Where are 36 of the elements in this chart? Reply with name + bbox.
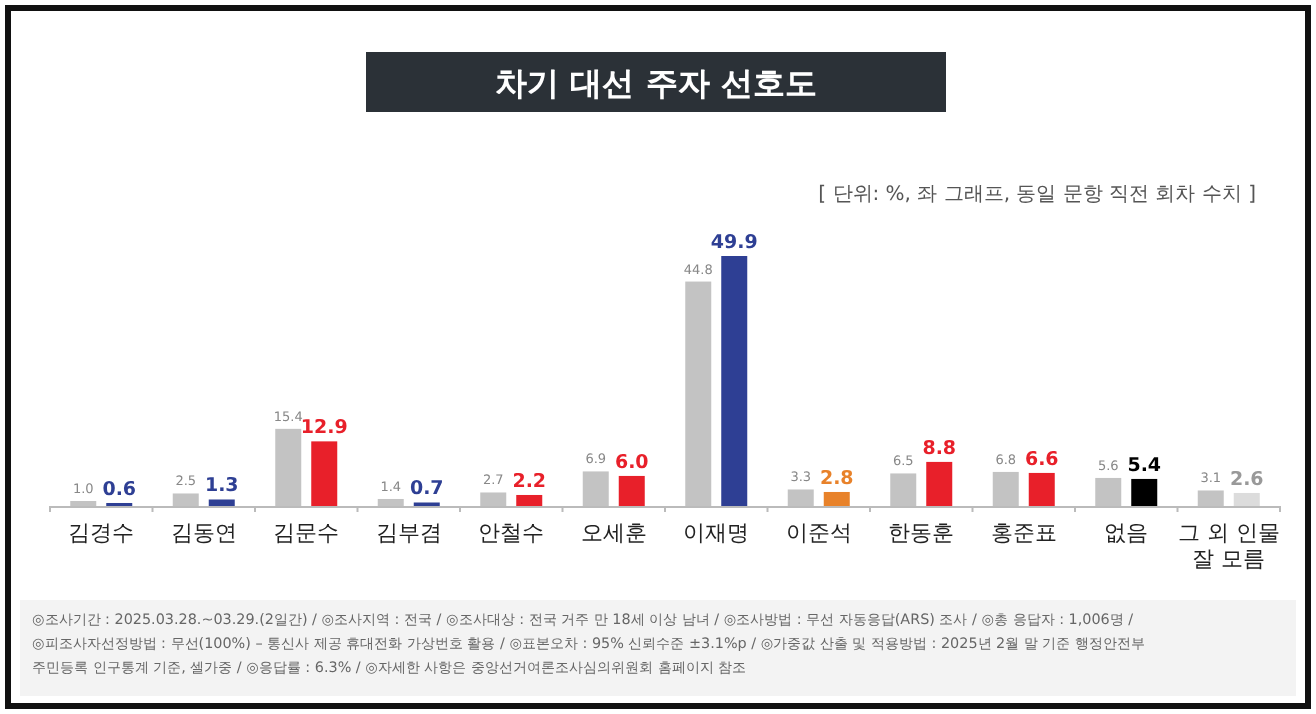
x-tick-label: 없음 — [1104, 520, 1149, 546]
x-tick-label: 이준석 — [785, 520, 852, 546]
bar — [1233, 492, 1260, 506]
data-label: 6.0 — [614, 451, 650, 474]
bar — [311, 441, 338, 506]
data-label: 8.8 — [922, 437, 957, 460]
bar — [721, 256, 748, 506]
x-tick-label: 안철수 — [478, 520, 545, 546]
data-label: 0.7 — [409, 478, 444, 501]
x-tick-label: 그 외 인물 잘 모름 — [1177, 520, 1280, 572]
x-tick-label: 김경수 — [68, 520, 135, 546]
bar — [208, 499, 235, 506]
bar — [516, 494, 543, 506]
bar — [1028, 472, 1055, 506]
x-tick-label: 김문수 — [273, 520, 340, 546]
bar — [1131, 478, 1158, 506]
data-label: 5.4 — [1127, 454, 1162, 477]
bar — [926, 461, 953, 506]
data-label: 2.8 — [819, 467, 855, 490]
data-label: 49.9 — [710, 232, 758, 254]
chart-title: 차기 대선 주자 선호도 — [495, 64, 817, 102]
chart-subtitle: [ 단위: %, 좌 그래프, 동일 문항 직전 회차 수치 ] — [818, 184, 1257, 206]
data-label: 6.6 — [1024, 448, 1060, 471]
bar — [823, 491, 850, 506]
x-tick-label: 김부겸 — [375, 520, 442, 546]
data-label: 2.2 — [512, 470, 547, 493]
data-label: 1.3 — [204, 475, 239, 498]
data-label: 0.6 — [102, 478, 137, 501]
x-tick-label: 오세훈 — [580, 520, 647, 546]
x-tick-label: 한동훈 — [888, 520, 955, 546]
bar — [618, 475, 645, 506]
x-tick-label: 홍준표 — [990, 520, 1057, 546]
data-label: 2.6 — [1229, 468, 1265, 491]
x-tick-label: 이재명 — [683, 520, 750, 546]
x-tick-label: 김동연 — [170, 520, 237, 546]
data-label: 12.9 — [300, 417, 348, 440]
